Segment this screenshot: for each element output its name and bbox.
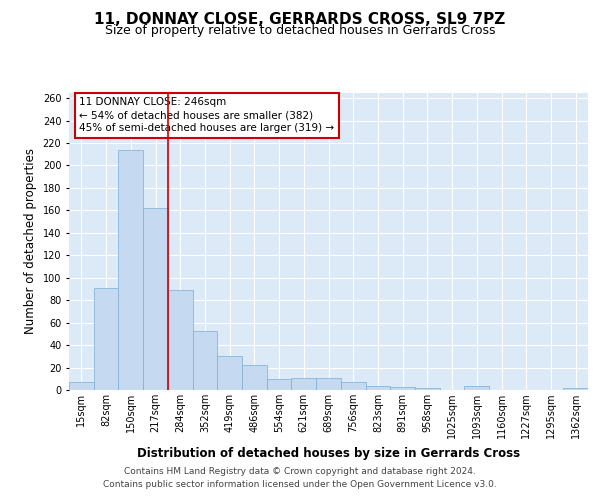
Bar [168,290,193,390]
Bar [365,386,390,390]
Bar [217,356,242,390]
Y-axis label: Number of detached properties: Number of detached properties [24,148,37,334]
Bar [193,330,217,390]
Bar [118,150,143,390]
Bar [464,386,489,390]
Bar [341,382,365,390]
Bar [267,379,292,390]
X-axis label: Distribution of detached houses by size in Gerrards Cross: Distribution of detached houses by size … [137,446,520,460]
Bar [415,388,440,390]
Text: Contains HM Land Registry data © Crown copyright and database right 2024.
Contai: Contains HM Land Registry data © Crown c… [103,468,497,489]
Bar [390,386,415,390]
Text: 11 DONNAY CLOSE: 246sqm
← 54% of detached houses are smaller (382)
45% of semi-d: 11 DONNAY CLOSE: 246sqm ← 54% of detache… [79,97,335,134]
Bar [143,208,168,390]
Bar [563,388,588,390]
Bar [94,288,118,390]
Bar [242,366,267,390]
Text: 11, DONNAY CLOSE, GERRARDS CROSS, SL9 7PZ: 11, DONNAY CLOSE, GERRARDS CROSS, SL9 7P… [94,12,506,28]
Bar [292,378,316,390]
Bar [316,378,341,390]
Text: Size of property relative to detached houses in Gerrards Cross: Size of property relative to detached ho… [105,24,495,37]
Bar [69,382,94,390]
